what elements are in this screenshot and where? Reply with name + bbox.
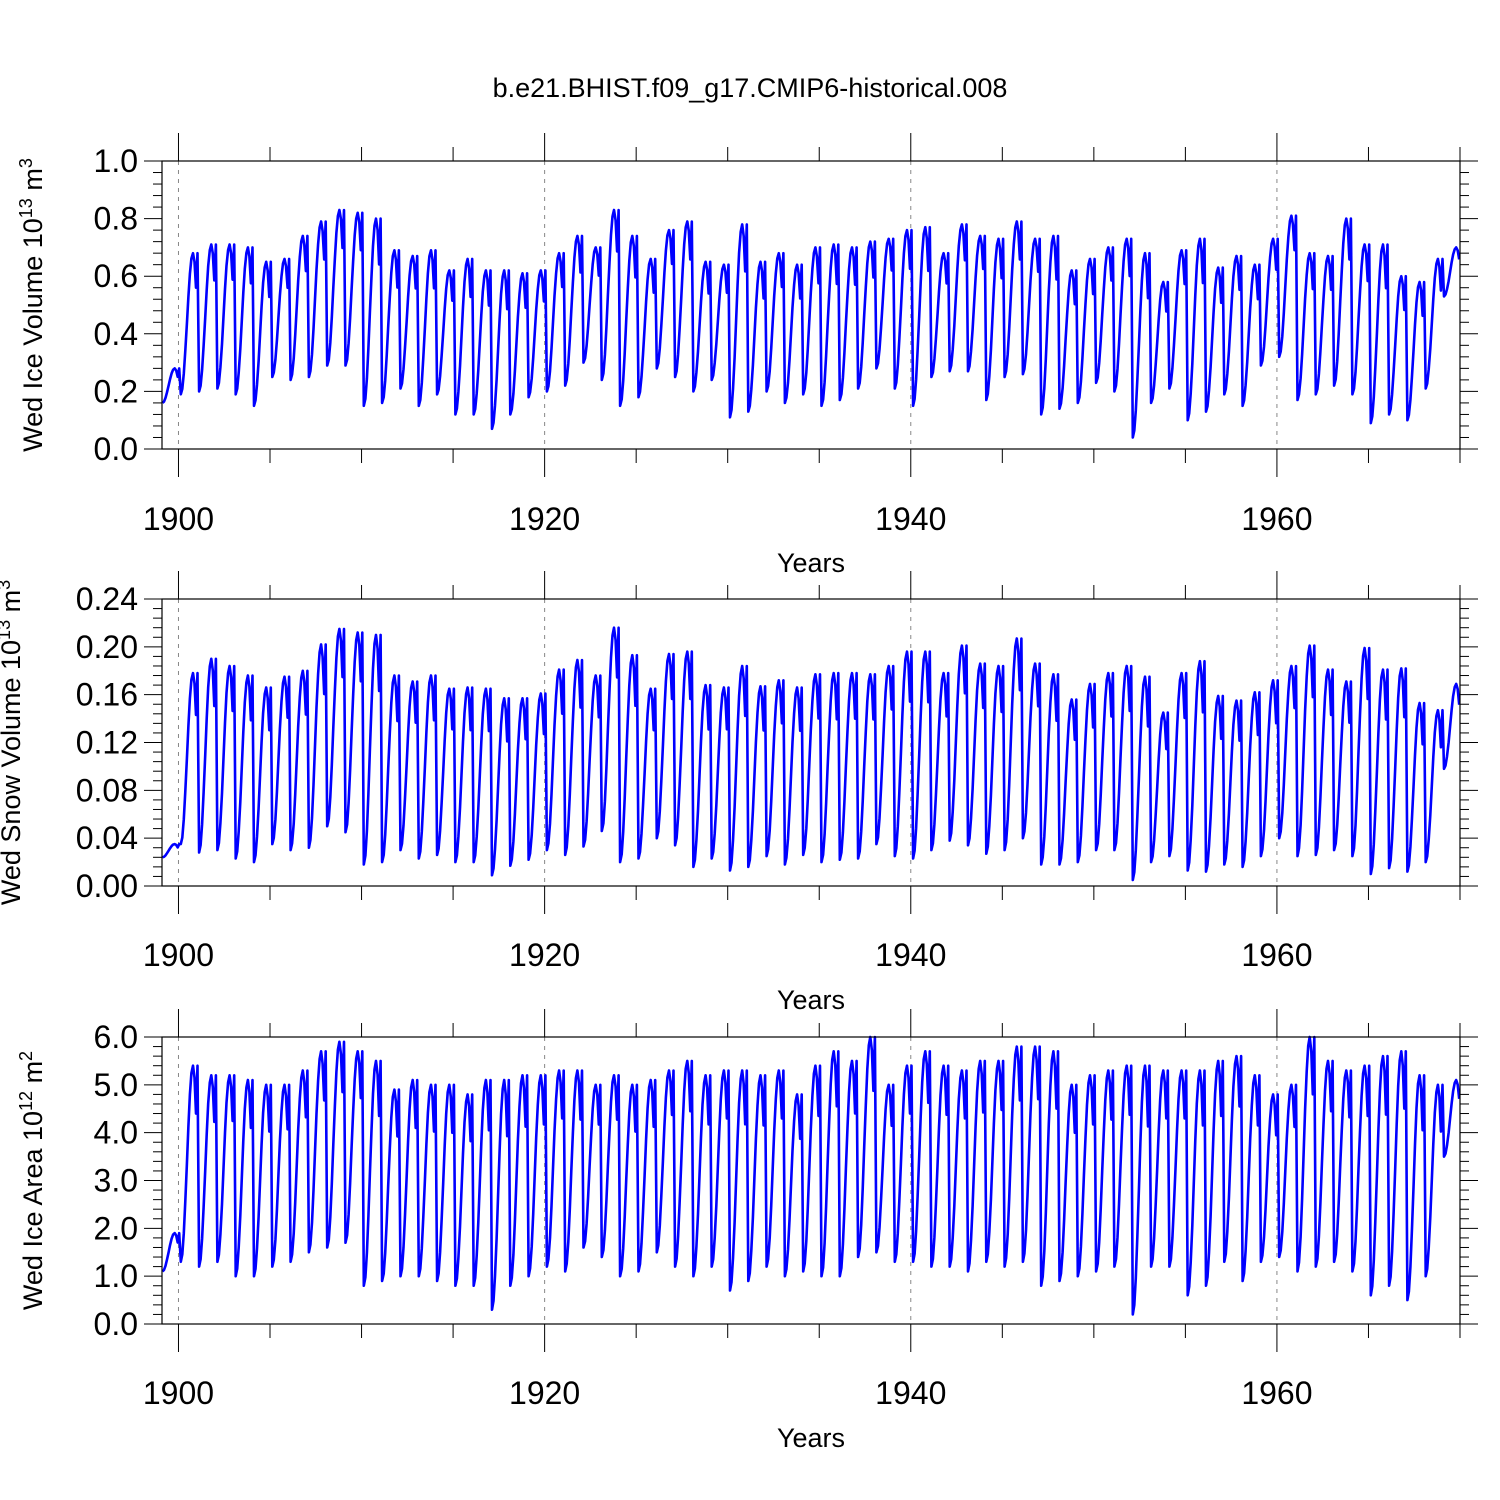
y-tick-label: 2.0 <box>94 1210 138 1246</box>
plot-frame <box>161 160 1461 450</box>
y-tick-label: 4.0 <box>94 1115 138 1151</box>
y-tick-label: 0.2 <box>94 373 138 409</box>
x-tick-label: 1900 <box>143 1375 214 1411</box>
y-axis-label: Wed Ice Volume 1013 m3 <box>16 158 48 452</box>
y-tick-label: 0.6 <box>94 258 138 294</box>
series-line <box>161 208 1461 439</box>
x-axis-label: Years <box>777 548 845 578</box>
x-tick-label: 1920 <box>509 1375 580 1411</box>
y-tick-label: 0.4 <box>94 316 138 352</box>
y-axis-label-exponent: 12 <box>16 1091 36 1111</box>
y-axis-label-exponent: 13 <box>16 198 36 218</box>
y-tick-label: 0.8 <box>94 201 138 237</box>
figure-title: b.e21.BHIST.f09_g17.CMIP6-historical.008 <box>493 73 1008 103</box>
y-axis-label-exponent: 13 <box>0 620 14 640</box>
x-axis-label: Years <box>777 985 845 1015</box>
y-axis-label-unit: m <box>0 590 26 620</box>
panel-1: 0.0 0.2 0.4 0.6 0.8 1.0 1900 1920 1940 1960 Years W… <box>16 133 1478 578</box>
y-tick-label: 0.00 <box>76 868 138 904</box>
x-tick-label: 1960 <box>1241 937 1312 973</box>
x-tick-label: 1940 <box>875 501 946 537</box>
series-line <box>162 626 1461 882</box>
y-axis-label-text: Wed Snow Volume 10 <box>0 640 26 905</box>
x-tick-label: 1940 <box>875 937 946 973</box>
y-axis-label-unit-exponent: 3 <box>16 158 36 168</box>
y-tick-label: 1.0 <box>94 1258 138 1294</box>
y-axis-label: Wed Snow Volume 1013 m3 <box>0 580 26 905</box>
y-tick-label: 0.04 <box>76 820 138 856</box>
x-tick-label: 1920 <box>509 501 580 537</box>
x-tick-label: 1900 <box>143 937 214 973</box>
y-tick-label: 0.08 <box>76 772 138 808</box>
y-tick-label: 1.0 <box>94 143 138 179</box>
series-line <box>161 1035 1461 1316</box>
panel-3: 0.0 1.0 2.0 3.0 4.0 5.0 6.0 1900 1920 1940 1960 Yea… <box>16 1009 1478 1453</box>
y-tick-label: 6.0 <box>94 1019 138 1055</box>
y-tick-label: 0.16 <box>76 677 138 713</box>
x-tick-label: 1900 <box>143 501 214 537</box>
y-axis-label-text: Wed Ice Volume 10 <box>18 218 48 452</box>
y-axis-label-unit: m <box>18 1061 48 1091</box>
y-tick-label: 0.0 <box>94 1306 138 1342</box>
panel-2: 0.00 0.04 0.08 0.12 0.16 0.20 0.24 1900 1920 1940… <box>0 571 1478 1015</box>
x-tick-label: 1920 <box>509 937 580 973</box>
y-axis-label-unit-exponent: 3 <box>0 580 14 590</box>
x-tick-label: 1960 <box>1241 1375 1312 1411</box>
y-tick-label: 0.20 <box>76 629 138 665</box>
y-axis-label-text: Wed Ice Area 10 <box>18 1111 48 1310</box>
x-axis-label: Years <box>777 1423 845 1453</box>
y-tick-label: 0.12 <box>76 725 138 761</box>
y-tick-label: 3.0 <box>94 1163 138 1199</box>
y-axis-label: Wed Ice Area 1012 m2 <box>16 1051 48 1310</box>
x-tick-label: 1960 <box>1241 501 1312 537</box>
y-tick-label: 0.0 <box>94 431 138 467</box>
y-tick-label: 5.0 <box>94 1067 138 1103</box>
panels: 0.0 0.2 0.4 0.6 0.8 1.0 1900 1920 1940 1960 Years W… <box>0 133 1478 1453</box>
plot-frame <box>161 1036 1461 1325</box>
x-tick-label: 1940 <box>875 1375 946 1411</box>
y-tick-label: 0.24 <box>76 581 138 617</box>
y-axis-label-unit-exponent: 2 <box>16 1051 36 1061</box>
y-axis-label-unit: m <box>18 168 48 198</box>
